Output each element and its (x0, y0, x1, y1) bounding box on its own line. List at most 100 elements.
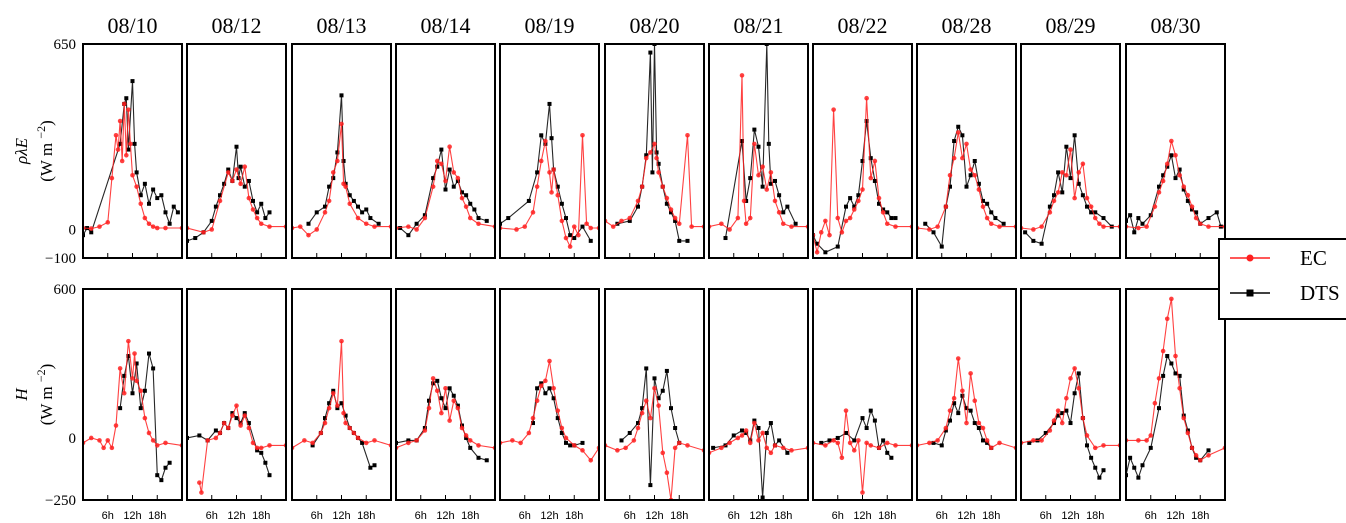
point-DTS (406, 233, 411, 238)
point-EC (538, 158, 544, 164)
point-DTS (673, 426, 678, 431)
point-DTS (1157, 406, 1161, 411)
point-EC (1181, 415, 1187, 421)
panel-H-08-29: 6h 12h 18h (1020, 288, 1121, 522)
point-DTS (455, 178, 460, 183)
point-EC (130, 376, 135, 381)
point-DTS (654, 150, 659, 155)
point-EC (988, 221, 994, 227)
point-DTS (636, 421, 640, 426)
plot-area (187, 403, 286, 495)
plot-area (813, 95, 912, 255)
point-DTS (868, 408, 873, 413)
plot-area (605, 366, 704, 500)
point-EC (347, 425, 353, 431)
plot-area (813, 408, 912, 495)
panel-frame (1125, 288, 1226, 501)
point-EC (872, 158, 878, 164)
point-DTS (644, 153, 649, 158)
point-EC (1177, 172, 1182, 178)
point-DTS (785, 204, 790, 209)
point-EC (543, 138, 548, 144)
point-DTS (535, 170, 540, 175)
point-EC (868, 175, 874, 181)
point-DTS (555, 416, 560, 421)
point-DTS (636, 204, 640, 209)
point-EC (267, 224, 272, 229)
point-DTS (815, 241, 820, 246)
point-DTS (1093, 210, 1098, 215)
point-DTS (868, 156, 873, 161)
point-DTS (1177, 373, 1182, 378)
point-EC (559, 425, 565, 431)
point-EC (1156, 376, 1162, 381)
point-DTS (435, 378, 440, 383)
legend: EC DTS (1218, 238, 1346, 320)
point-EC (772, 443, 778, 448)
point-DTS (766, 141, 771, 146)
point-DTS (580, 224, 585, 229)
point-DTS (777, 193, 782, 198)
panel-LE-08-28 (916, 43, 1017, 259)
y-axis-unit-exponent: −2 (34, 369, 48, 382)
point-EC (789, 224, 794, 229)
panel-H-08-19: 6h 12h 18h (499, 288, 600, 522)
point-EC (1160, 178, 1166, 184)
point-EC (463, 433, 469, 438)
y-axis-unit-close: ) (37, 120, 56, 126)
point-DTS (1128, 213, 1133, 218)
point-EC (639, 410, 645, 416)
point-EC (426, 405, 432, 411)
point-EC (534, 184, 540, 189)
point-DTS (1052, 421, 1056, 426)
point-EC (154, 443, 160, 448)
point-DTS (889, 455, 894, 460)
point-EC (197, 480, 202, 485)
point-DTS (209, 218, 214, 223)
point-DTS (549, 136, 554, 141)
panel-LE-08-19 (499, 43, 600, 259)
panel-H-08-14: 6h 12h 18h (395, 288, 496, 522)
point-DTS (447, 167, 452, 172)
point-DTS (768, 421, 773, 426)
point-DTS (547, 386, 552, 391)
point-DTS (1060, 411, 1065, 416)
y-axis-unit-exponent: −2 (34, 126, 48, 139)
point-DTS (1056, 413, 1061, 418)
point-EC (656, 170, 661, 175)
series-line-EC (292, 341, 391, 449)
point-DTS (460, 190, 464, 195)
point-DTS (844, 204, 848, 209)
point-EC (372, 224, 377, 229)
point-DTS (1185, 428, 1190, 433)
point-EC (563, 435, 569, 441)
point-EC (955, 356, 961, 361)
point-DTS (246, 421, 251, 426)
point-DTS (648, 50, 653, 55)
plot-area (709, 44, 808, 241)
y-axis-unit: (W m −2) (34, 120, 56, 182)
series-line-EC (709, 422, 808, 454)
point-EC (1206, 453, 1211, 458)
point-EC (1193, 215, 1199, 221)
point-EC (234, 403, 239, 408)
series-line-DTS (621, 368, 680, 486)
point-EC (643, 155, 649, 161)
point-DTS (793, 221, 798, 226)
point-DTS (427, 398, 431, 403)
point-DTS (948, 184, 952, 189)
point-EC (1156, 190, 1162, 195)
point-DTS (648, 483, 653, 488)
point-DTS (555, 184, 560, 189)
panel-H-08-10: 6h 12h 18h (82, 288, 183, 522)
point-EC (1051, 198, 1057, 204)
point-DTS (343, 413, 348, 418)
point-EC (851, 448, 857, 453)
point-DTS (327, 184, 332, 189)
point-DTS (964, 184, 969, 189)
point-EC (467, 438, 473, 443)
point-DTS (251, 198, 255, 203)
point-DTS (147, 351, 151, 356)
y-axis-unit-base: (W m (37, 382, 56, 425)
panel-frame (916, 288, 1017, 501)
